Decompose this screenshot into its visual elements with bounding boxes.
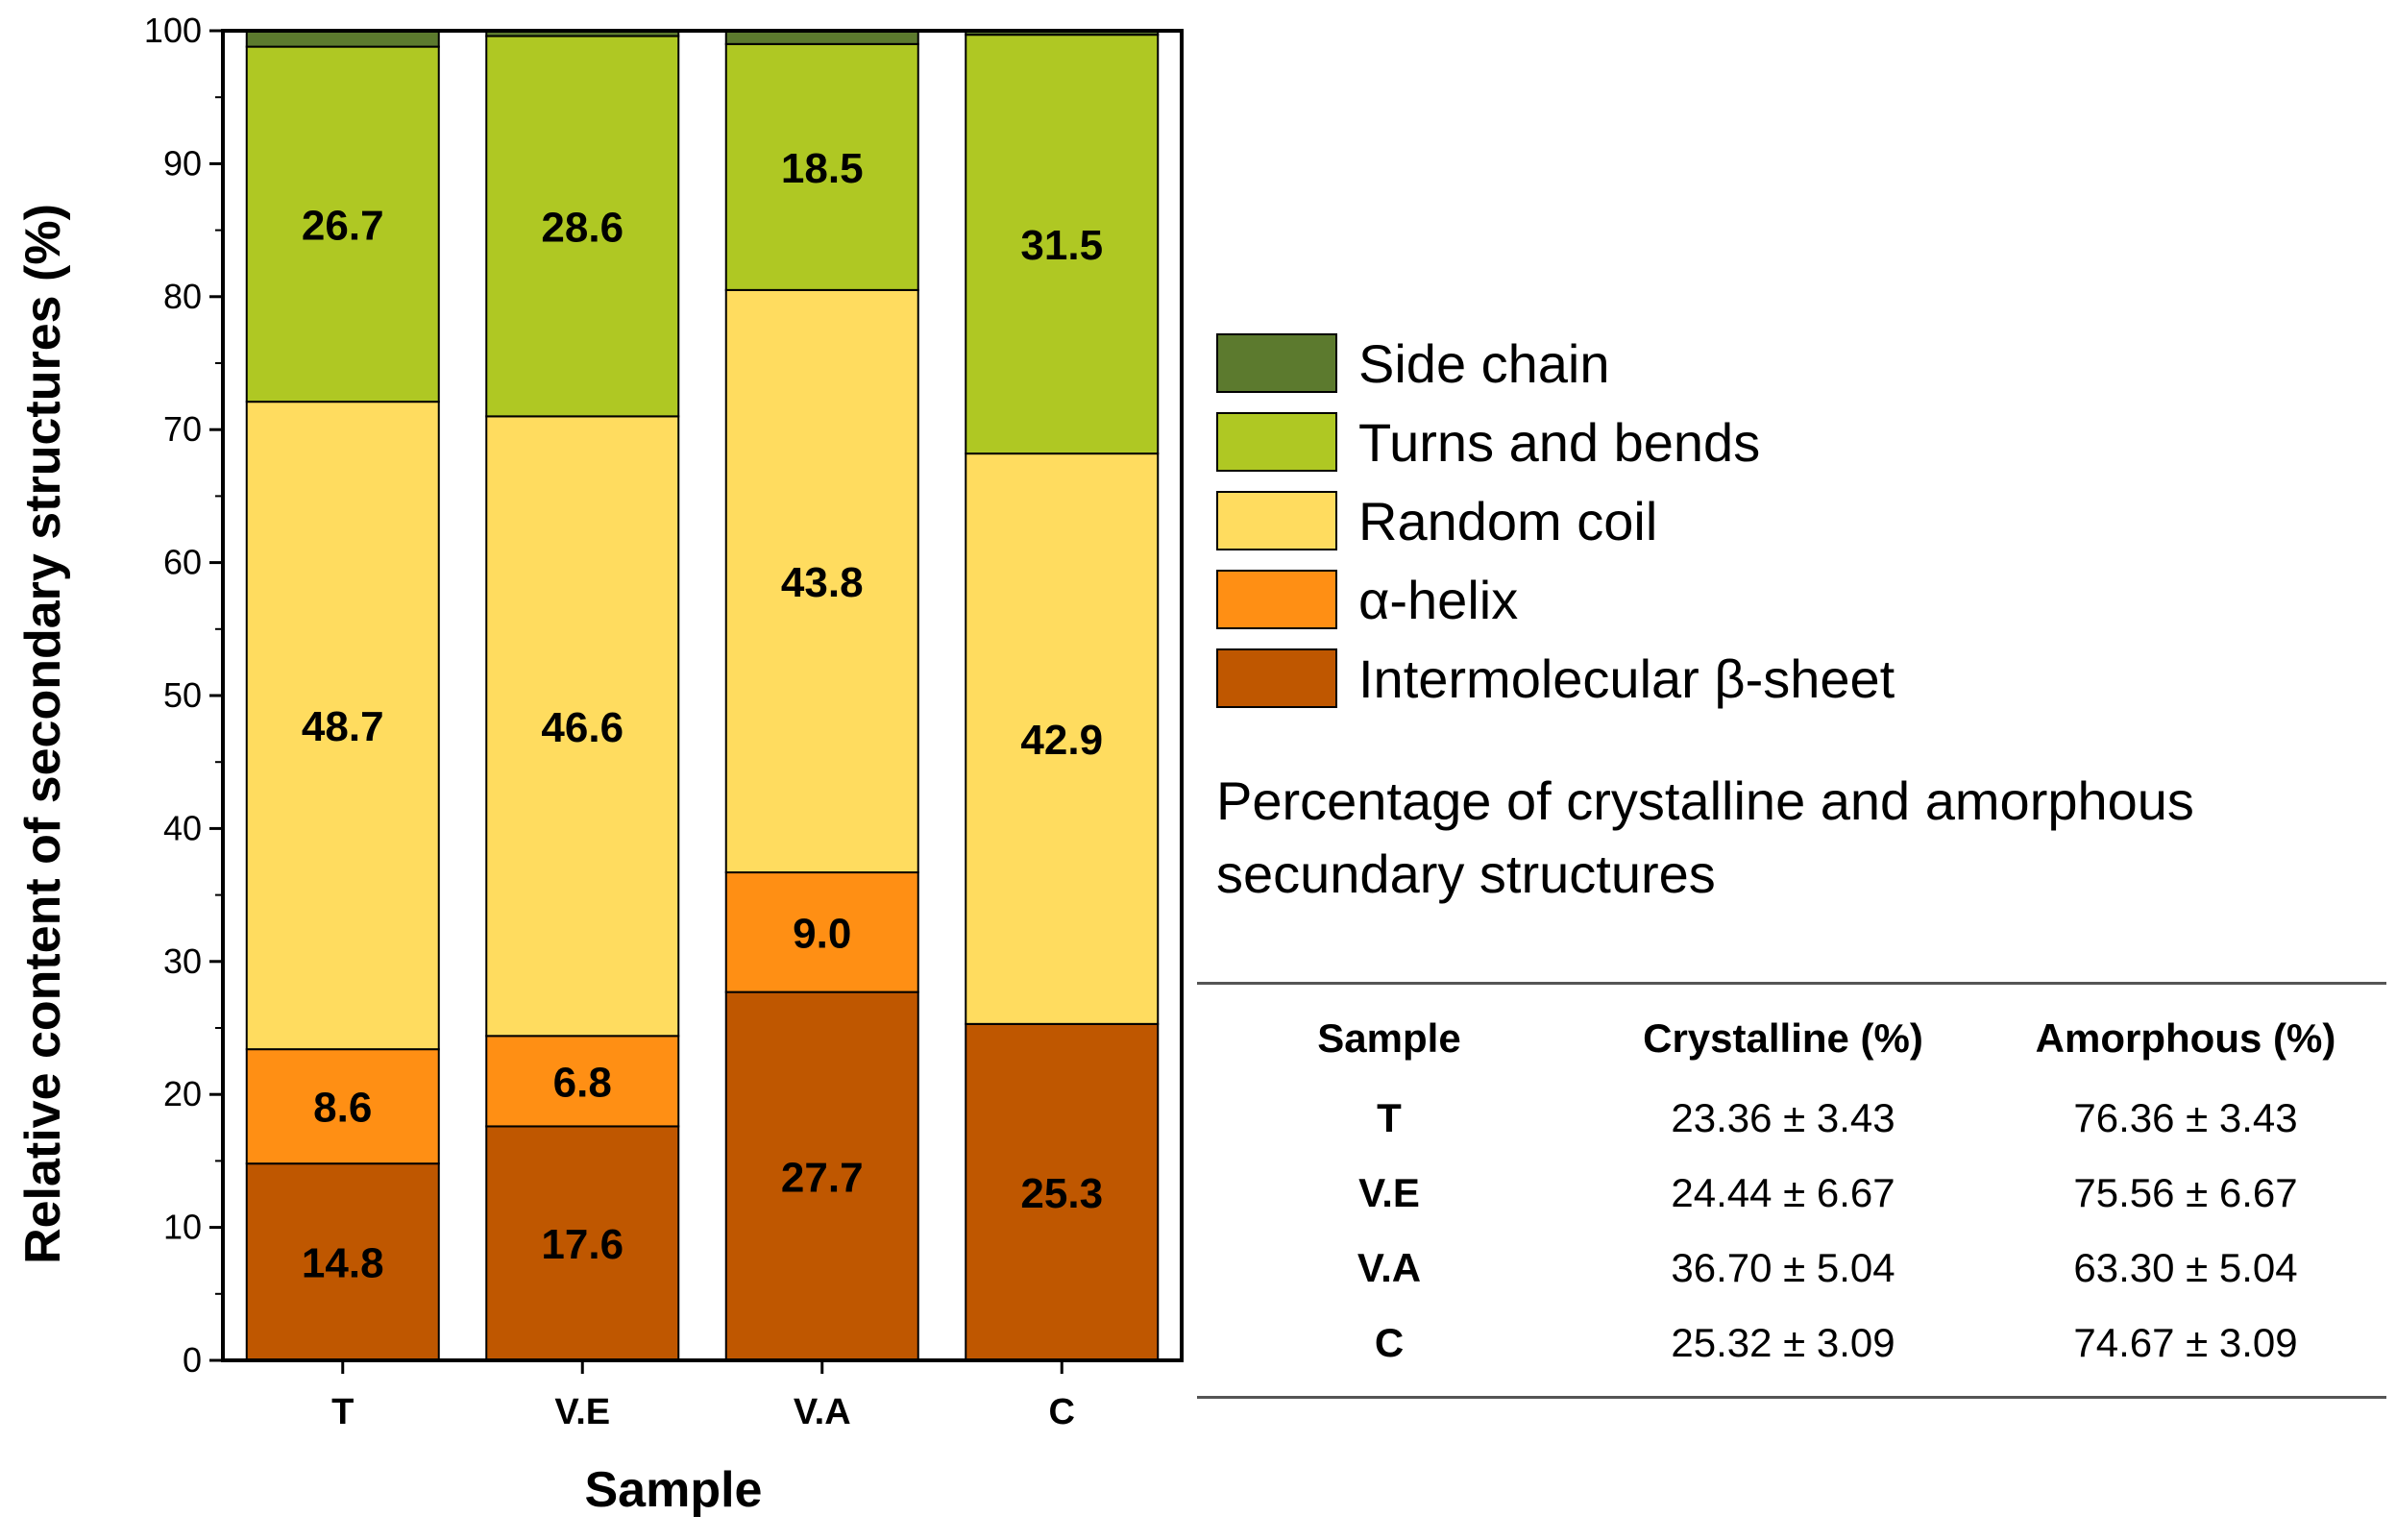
bar-segment xyxy=(724,288,919,874)
data-label: 6.8 xyxy=(553,1059,612,1106)
data-label: 28.6 xyxy=(541,204,623,251)
table-row: C 25.32 ± 3.09 74.67 ± 3.09 xyxy=(1197,1306,2386,1398)
data-label: 46.6 xyxy=(541,704,623,751)
data-label: 48.7 xyxy=(302,703,384,750)
legend-label-side-chain: Side chain xyxy=(1358,332,1610,394)
bar-segment xyxy=(724,871,919,993)
x-axis-title: Sample xyxy=(585,1462,763,1518)
bar-segment xyxy=(245,30,440,48)
y-tick-label: 50 xyxy=(163,675,202,715)
y-tick-label: 40 xyxy=(163,808,202,847)
table-row: V.A 36.70 ± 5.04 63.30 ± 5.04 xyxy=(1197,1231,2386,1306)
y-tick-label: 70 xyxy=(163,409,202,449)
legend-swatch-side-chain xyxy=(1216,333,1337,393)
bar-segment xyxy=(485,415,680,1038)
data-label: 17.6 xyxy=(541,1221,623,1268)
x-tick-label: C xyxy=(1049,1392,1075,1432)
table-header-row: Sample Crystalline (%) Amorphous (%) xyxy=(1197,984,2386,1082)
legend-item-turns-and-bends: Turns and bends xyxy=(1216,405,1895,478)
y-tick-label: 20 xyxy=(163,1074,202,1113)
cell-amorphous: 76.36 ± 3.43 xyxy=(2073,1095,2298,1140)
bar-segment xyxy=(485,1035,680,1128)
y-tick-label: 10 xyxy=(163,1208,202,1247)
table-title: Percentage of crystalline and amorphous … xyxy=(1216,765,2369,911)
data-label: 9.0 xyxy=(793,910,851,957)
cell-crystalline: 24.44 ± 6.67 xyxy=(1671,1170,1895,1215)
data-label: 31.5 xyxy=(1020,222,1103,269)
y-tick-label: 80 xyxy=(163,277,202,316)
y-tick-label: 30 xyxy=(163,941,202,981)
cell-crystalline: 36.70 ± 5.04 xyxy=(1671,1245,1895,1290)
bar-segment xyxy=(724,30,919,45)
legend-item-beta-sheet: Intermolecular β-sheet xyxy=(1216,642,1895,715)
bar-segment xyxy=(965,1022,1160,1362)
bar-segment xyxy=(485,35,680,418)
x-tick-label: V.E xyxy=(554,1392,610,1432)
y-axis-title: Relative content of secondary structures… xyxy=(15,204,71,1264)
bar-segment xyxy=(245,45,440,403)
x-tick-label: V.A xyxy=(794,1392,851,1432)
y-tick-label: 0 xyxy=(183,1340,202,1380)
table-title-line-2: secundary structures xyxy=(1216,843,1716,904)
cell-crystalline: 25.32 ± 3.09 xyxy=(1671,1320,1895,1365)
legend-label-beta-sheet: Intermolecular β-sheet xyxy=(1358,648,1895,709)
data-label: 26.7 xyxy=(302,202,384,249)
cell-amorphous: 63.30 ± 5.04 xyxy=(2073,1245,2298,1290)
cell-amorphous: 75.56 ± 6.67 xyxy=(2073,1170,2298,1215)
header-amorphous: Amorphous (%) xyxy=(2035,1015,2336,1061)
bar-segment xyxy=(724,42,919,291)
y-tick-label: 90 xyxy=(163,143,202,183)
bar-segment xyxy=(485,1125,680,1362)
bar-segment xyxy=(245,1162,440,1361)
cell-crystalline: 23.36 ± 3.43 xyxy=(1671,1095,1895,1140)
data-label: 25.3 xyxy=(1020,1170,1103,1217)
cell-sample: T xyxy=(1377,1095,1402,1140)
legend-label-random-coil: Random coil xyxy=(1358,490,1658,551)
legend-swatch-beta-sheet xyxy=(1216,648,1337,708)
legend-item-alpha-helix: α-helix xyxy=(1216,563,1895,636)
bar-segment xyxy=(965,34,1160,455)
data-label: 42.9 xyxy=(1020,717,1103,764)
y-tick-label: 100 xyxy=(144,11,202,50)
bar-segment xyxy=(724,990,919,1361)
legend-swatch-turns-and-bends xyxy=(1216,412,1337,472)
table-row: V.E 24.44 ± 6.67 75.56 ± 6.67 xyxy=(1197,1156,2386,1231)
data-label: 8.6 xyxy=(313,1085,372,1132)
bar-segment xyxy=(245,401,440,1051)
table-row: T 23.36 ± 3.43 76.36 ± 3.43 xyxy=(1197,1081,2386,1156)
stacked-bar-chart: 14.8 8.6 48.7 26.7 T 17.6 6.8 46.6 28.6 V.E 27.7 9.… xyxy=(15,11,1184,1518)
legend-item-random-coil: Random coil xyxy=(1216,484,1895,557)
legend-label-alpha-helix: α-helix xyxy=(1358,569,1519,630)
legend-label-turns-and-bends: Turns and bends xyxy=(1358,411,1761,473)
data-label: 14.8 xyxy=(302,1240,384,1287)
data-label: 27.7 xyxy=(781,1154,864,1201)
cell-sample: C xyxy=(1374,1320,1405,1365)
legend-item-side-chain: Side chain xyxy=(1216,327,1895,400)
table-title-line-1: Percentage of crystalline and amorphous xyxy=(1216,770,2194,831)
legend-swatch-random-coil xyxy=(1216,491,1337,550)
cell-sample: V.E xyxy=(1358,1170,1420,1215)
cell-amorphous: 74.67 ± 3.09 xyxy=(2073,1320,2298,1365)
data-label: 18.5 xyxy=(781,145,864,192)
header-sample: Sample xyxy=(1317,1015,1461,1061)
cell-sample: V.A xyxy=(1357,1245,1422,1290)
y-tick-label: 60 xyxy=(163,543,202,582)
x-tick-label: T xyxy=(331,1392,354,1432)
bar-segment xyxy=(965,452,1160,1025)
legend-swatch-alpha-helix xyxy=(1216,570,1337,629)
crystalline-amorphous-table: Sample Crystalline (%) Amorphous (%) T 2… xyxy=(1197,982,2386,1399)
chart-legend: Side chain Turns and bends Random coil α… xyxy=(1216,327,1895,721)
plot-frame xyxy=(221,29,1184,1362)
header-crystalline: Crystalline (%) xyxy=(1643,1015,1923,1061)
data-label: 43.8 xyxy=(781,559,864,606)
